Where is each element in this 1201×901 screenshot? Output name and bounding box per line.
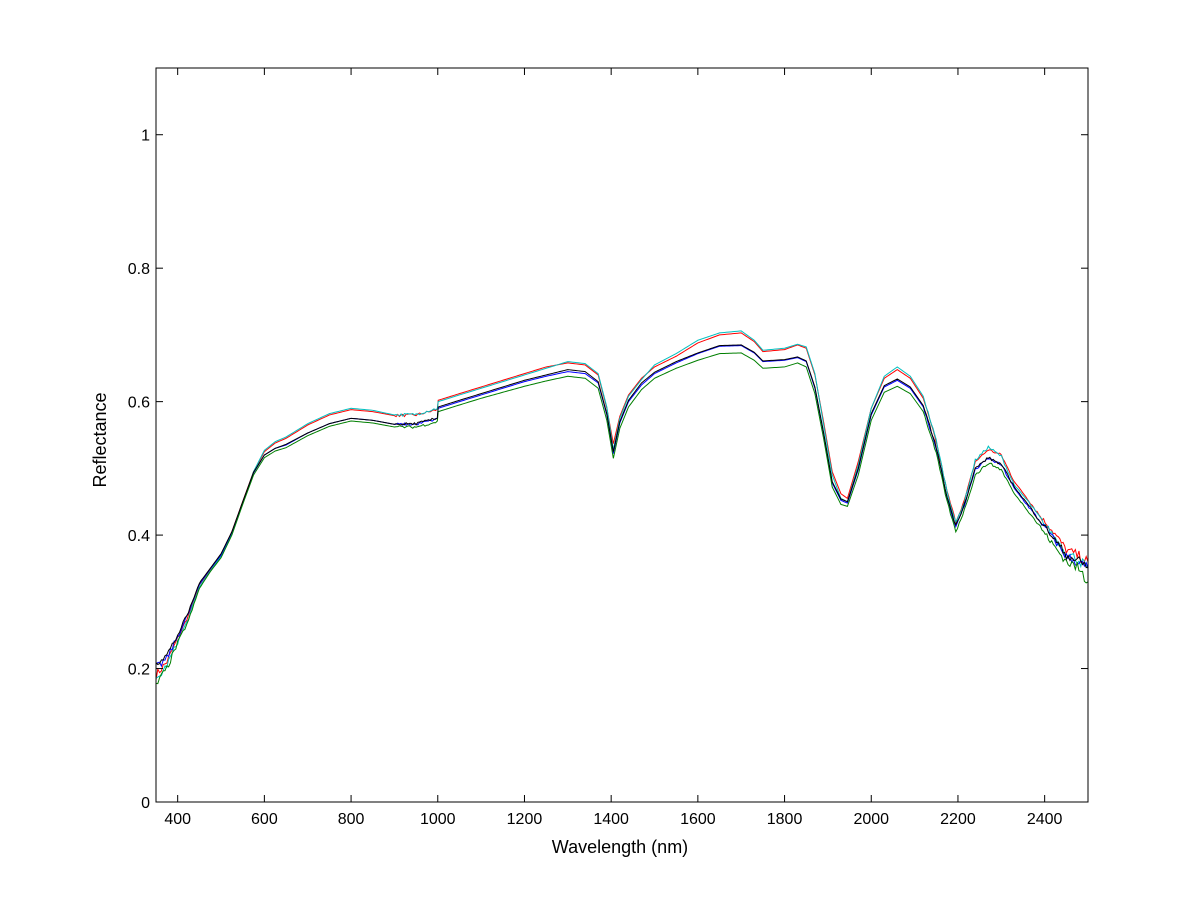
x-tick-label: 1200 [507,811,543,828]
x-tick-label: 800 [338,811,365,828]
x-tick-label: 400 [164,811,191,828]
x-tick-label: 2000 [853,811,889,828]
x-tick-label: 1800 [767,811,803,828]
series-line-4 [155,352,1089,685]
axes-frame [155,67,1089,803]
y-tick-label: 0.6 [128,395,150,412]
y-tick-label: 0 [141,795,150,812]
x-tick-label: 600 [251,811,278,828]
x-tick-label: 2400 [1027,811,1063,828]
y-tick-label: 1 [141,128,150,145]
series-line-2 [155,330,1089,679]
y-tick-label: 0.2 [128,662,150,679]
y-tick-label: 0.8 [128,261,150,278]
y-tick-label: 0.4 [128,528,150,545]
x-axis-label: Wavelength (nm) [552,837,688,857]
x-tick-label: 1400 [593,811,629,828]
x-tick-label: 1000 [420,811,456,828]
x-tick-label: 1600 [680,811,716,828]
y-axis-label: Reflectance [90,392,110,487]
x-tick-label: 2200 [940,811,976,828]
series-line-1 [155,332,1089,680]
series-line-5 [155,344,1089,666]
tick-layer: 400 600 800 1000 1200 1400 1600 1800 2000 2200 240… [128,68,1088,828]
series-layer [155,330,1089,685]
